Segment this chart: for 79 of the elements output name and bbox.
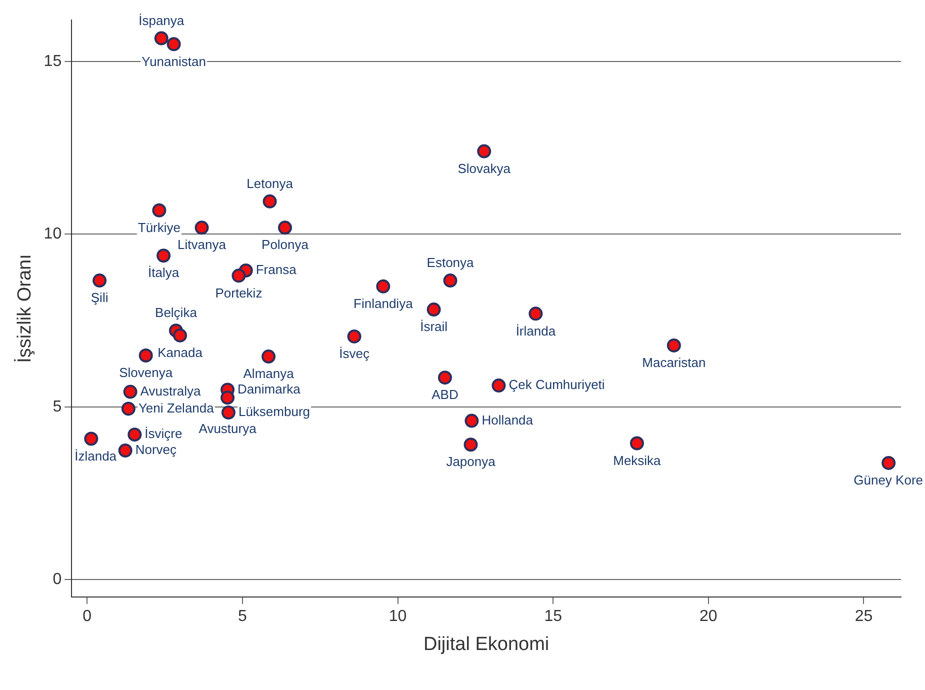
data-label: Avustralya [140,383,202,398]
data-label: Letonya [246,176,294,191]
data-label: Hollanda [482,412,534,428]
data-label: Litvanya [178,237,227,252]
data-label: Çek Cumhuriyeti [508,377,605,392]
point [84,432,98,446]
data-label: Yunanistan [142,54,206,69]
point [528,306,543,321]
point [121,402,136,416]
data-label: İzlanda [74,448,118,464]
point [464,414,479,428]
point [438,370,452,385]
y-tick-label: 10 [44,226,62,243]
data-label: Şili [90,290,108,306]
point [443,274,458,288]
data-label: Estonya [426,255,475,270]
data-label: İtalya [148,265,180,280]
x-tick-label: 10 [388,608,407,626]
data-label: Güney Kore [854,472,923,488]
x-tick-label: 25 [854,608,873,626]
point [221,406,236,420]
point [152,203,166,218]
point [123,384,138,399]
point [220,390,235,405]
point [278,220,292,235]
point [630,436,644,450]
data-label: İsrail [420,319,448,334]
point [232,268,246,283]
data-label: Belçika [155,305,198,320]
data-label: ABD [432,387,458,402]
data-label: Japonya [446,454,496,470]
point [154,31,168,46]
point [492,378,506,393]
y-tick-label: 5 [52,398,62,416]
data-label: Slovenya [119,365,174,380]
data-label: Türkiye [138,220,181,235]
point [464,438,478,452]
point [156,248,171,263]
point [426,302,441,317]
data-label: İsveç [339,346,370,362]
data-label: Avusturya [198,421,258,436]
data-label: Slovakya [458,160,512,176]
data-label: Macaristan [642,355,706,370]
x-tick-label: 20 [700,608,718,626]
data-label: Yeni Zelanda [138,400,215,416]
data-label: İrlanda [516,323,556,338]
point [128,428,142,442]
data-label: Lüksemburg [238,404,310,420]
data-label: İspanya [138,12,185,28]
data-label: İsviçre [144,426,182,442]
point [262,194,277,208]
x-tick-label: 5 [238,608,247,626]
data-label: Finlandiya [354,296,414,311]
data-label: Meksika [613,452,662,468]
data-label: Danimarka [238,381,302,396]
y-tick-label: 0 [52,571,62,588]
point [173,328,188,342]
point [347,329,362,344]
point [262,350,276,364]
point [376,279,390,294]
point [194,220,209,235]
data-label: Fransa [256,262,298,278]
point [118,444,132,458]
x-tick-label: 0 [82,608,92,626]
point [166,37,181,52]
point [666,338,681,352]
data-label: Polonya [262,237,310,252]
point [92,274,107,288]
x-axis-title: Dijital Ekonomi [423,634,550,655]
y-axis-title: İşsizlik Oranı [14,254,36,363]
point [477,144,492,158]
point [138,348,153,362]
x-tick-label: 15 [544,608,562,626]
data-label: Portekiz [215,285,262,300]
y-tick-label: 15 [44,52,62,70]
data-label: Norveç [135,442,178,458]
point [882,456,896,470]
data-label: Almanya [243,366,295,382]
data-label: Kanada [158,345,204,360]
